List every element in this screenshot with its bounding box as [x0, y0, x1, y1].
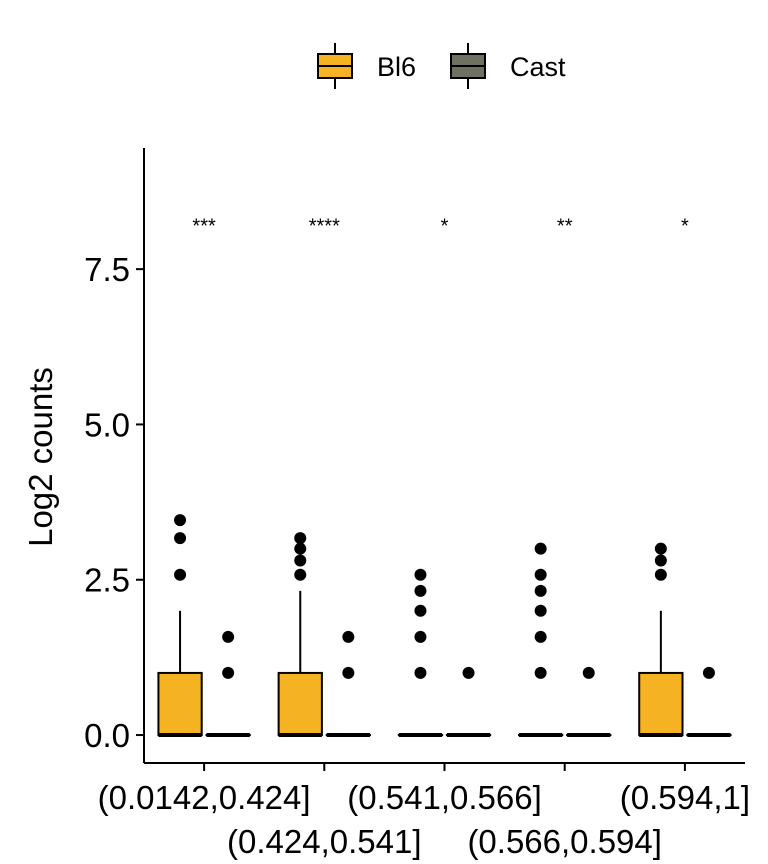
- outlier-point-bl6: [534, 666, 547, 679]
- outlier-point-bl6: [294, 568, 307, 581]
- outlier-point-cast: [342, 666, 355, 679]
- y-tick-label: 5.0: [84, 406, 130, 443]
- legend-item-bl6: Bl6: [317, 43, 416, 89]
- outlier-point-bl6: [294, 532, 307, 545]
- outlier-point-bl6: [414, 630, 427, 643]
- legend-item-cast: Cast: [450, 43, 566, 89]
- outlier-point-bl6: [534, 584, 547, 597]
- outlier-point-bl6: [414, 584, 427, 597]
- box-bl6: [157, 671, 203, 737]
- box-series: [157, 514, 732, 738]
- outlier-point-bl6: [654, 554, 667, 567]
- x-tick-label: (0.566,0.594]: [467, 823, 662, 860]
- outlier-point-bl6: [414, 666, 427, 679]
- outlier-point-cast: [222, 630, 235, 643]
- outlier-point-bl6: [414, 604, 427, 617]
- significance-label: *: [681, 216, 689, 238]
- y-axis: 0.0 2.5 5.0 7.5: [84, 148, 145, 763]
- outlier-point-bl6: [534, 604, 547, 617]
- outlier-point-cast: [582, 666, 595, 679]
- outlier-point-bl6: [414, 568, 427, 581]
- outlier-point-bl6: [174, 514, 187, 527]
- x-tick-label: (0.541,0.566]: [347, 779, 542, 816]
- y-tick-label: 2.5: [84, 562, 130, 599]
- outlier-point-cast: [462, 666, 475, 679]
- significance-label: ****: [309, 216, 340, 238]
- x-tick-label: (0.424,0.541]: [227, 823, 422, 860]
- x-tick-label: (0.594,1]: [620, 779, 750, 816]
- outlier-point-bl6: [174, 532, 187, 545]
- y-axis-title: Log2 counts: [22, 367, 59, 547]
- box-bl6: [638, 671, 684, 737]
- legend-label-cast: Cast: [510, 52, 566, 82]
- x-axis: (0.0142,0.424] (0.424,0.541] (0.541,0.566]…: [98, 762, 750, 860]
- outlier-point-cast: [222, 666, 235, 679]
- significance-label: *: [441, 216, 449, 238]
- significance-label: ***: [192, 216, 216, 238]
- outlier-point-bl6: [534, 568, 547, 581]
- significance-label: **: [557, 216, 573, 238]
- outlier-point-bl6: [174, 568, 187, 581]
- outlier-point-cast: [702, 666, 715, 679]
- outlier-point-bl6: [534, 630, 547, 643]
- y-tick-label: 0.0: [84, 717, 130, 754]
- x-tick-label: (0.0142,0.424]: [98, 779, 311, 816]
- outlier-point-bl6: [534, 542, 547, 555]
- outlier-point-bl6: [294, 542, 307, 555]
- outlier-point-bl6: [294, 554, 307, 567]
- significance-labels: *** **** * ** *: [192, 216, 689, 238]
- legend: Bl6 Cast: [317, 43, 566, 89]
- outlier-point-bl6: [654, 542, 667, 555]
- legend-label-bl6: Bl6: [377, 52, 416, 82]
- outlier-point-cast: [342, 630, 355, 643]
- y-tick-label: 7.5: [84, 251, 130, 288]
- outlier-point-bl6: [654, 568, 667, 581]
- box-bl6: [277, 671, 323, 737]
